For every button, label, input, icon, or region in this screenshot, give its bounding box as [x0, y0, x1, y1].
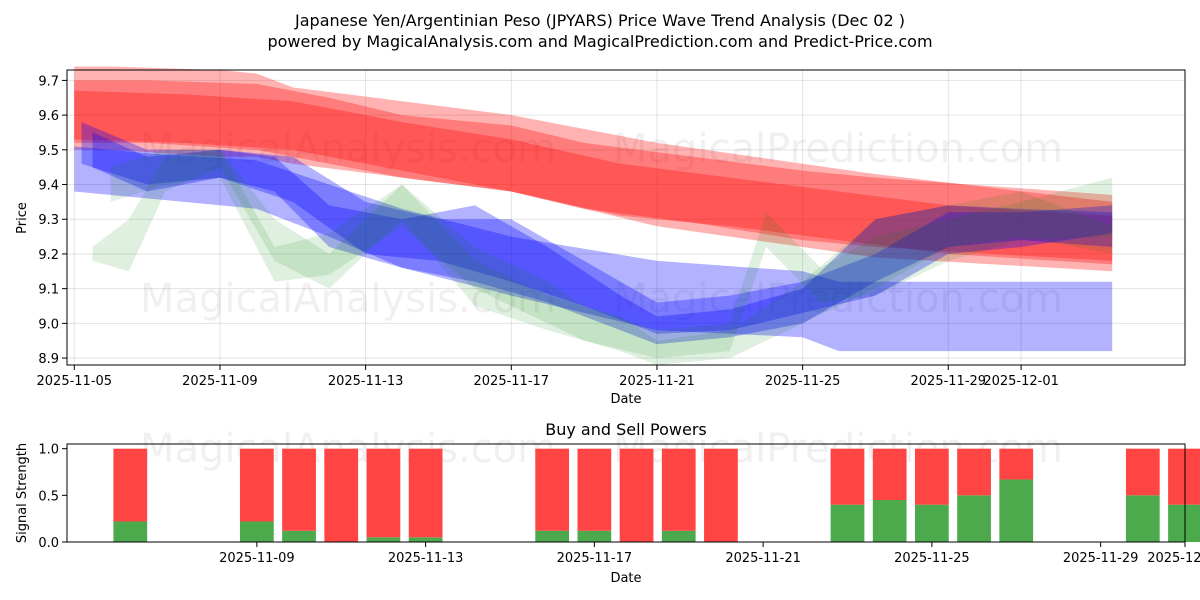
buy-bar: [1168, 504, 1200, 542]
sub-plot-frame: [66, 443, 1186, 543]
sub-x-tick-label: 2025-11-29: [1063, 551, 1139, 566]
main-y-tick-label: 9.7: [38, 74, 59, 89]
watermark-analysis-top: MagicalAnalysis.com: [140, 126, 556, 172]
main-y-tick-label: 9.0: [38, 317, 59, 332]
main-y-tick-label: 9.2: [38, 248, 59, 263]
main-y-axis-label: Price: [15, 202, 30, 234]
main-grid: [67, 70, 1185, 365]
main-x-tick-label: 2025-11-13: [328, 374, 404, 389]
sell-bar: [999, 448, 1034, 480]
red-band-1: [74, 66, 1113, 272]
sell-bar: [239, 448, 274, 522]
sub-x-tick-label: 2025-11-17: [557, 551, 633, 566]
buy-bar: [957, 495, 991, 542]
sell-bar: [914, 448, 949, 505]
sub-y-axis-label: Signal Strength: [15, 443, 30, 543]
sell-bar: [324, 448, 359, 542]
buy-bar: [830, 504, 865, 542]
green-band-2: [110, 149, 1113, 359]
watermark-prediction-top: MagicalPrediction.com: [613, 126, 1063, 172]
sub-x-tick-label: 2025-11-13: [388, 551, 464, 566]
buy-sell-bars: [113, 448, 1200, 542]
blue-band-3: [92, 132, 1113, 345]
sub-y-tick-label: 0.0: [38, 536, 59, 551]
wave-bands: [74, 66, 1113, 365]
buy-bar: [1125, 495, 1160, 542]
main-y-tick-label: 9.4: [38, 179, 59, 194]
sell-bar: [366, 448, 401, 538]
chart-title-line1: Japanese Yen/Argentinian Peso (JPYARS) P…: [294, 11, 905, 30]
sell-bar: [1125, 448, 1160, 496]
red-band-2: [74, 80, 1113, 261]
sub-y-tick-label: 0.5: [38, 489, 59, 504]
main-y-tick-label: 9.1: [38, 283, 59, 298]
sub-x-axis-label: Date: [610, 571, 641, 586]
main-x-tick-label: 2025-12-01: [983, 374, 1059, 389]
price-wave-chart: MagicalAnalysis.com MagicalPrediction.co…: [15, 66, 1186, 407]
blue-band-1: [74, 146, 1113, 352]
main-y-tick-label: 9.5: [38, 144, 59, 159]
buy-bar: [914, 504, 949, 542]
sell-bar: [830, 448, 865, 505]
sell-bar: [113, 448, 148, 522]
sub-x-tick-label: 2025-11-09: [219, 551, 295, 566]
main-y-tick-label: 8.9: [38, 352, 59, 367]
main-x-axis-label: Date: [610, 392, 641, 407]
buy-bar: [239, 521, 274, 542]
main-x-tick-label: 2025-11-17: [474, 374, 550, 389]
main-x-axis: 2025-11-05 2025-11-09 2025-11-13 2025-11-17…: [37, 365, 1059, 389]
sell-bar: [282, 448, 316, 531]
main-x-tick-label: 2025-11-25: [765, 374, 841, 389]
buy-bar: [282, 530, 316, 542]
buy-bar: [577, 530, 612, 542]
red-band-3: [74, 90, 1113, 265]
sell-bar: [957, 448, 991, 496]
buy-bar: [535, 530, 570, 542]
main-y-axis: 8.9 9.0 9.1 9.2 9.3 9.4 9.5 9.6 9.7: [38, 74, 67, 367]
buy-bar: [661, 530, 696, 542]
main-x-tick-label: 2025-11-05: [37, 374, 113, 389]
sub-x-axis: 2025-11-09 2025-11-13 2025-11-17 2025-11-21…: [219, 542, 1200, 566]
chart-title-line2: powered by MagicalAnalysis.com and Magic…: [267, 32, 932, 51]
buy-bar: [366, 537, 401, 542]
blue-band-2: [81, 122, 1113, 334]
buy-bar: [408, 537, 443, 542]
green-band-1: [92, 149, 1113, 365]
main-plot-background: [67, 70, 1185, 365]
sub-x-tick-label: 2025-11-21: [725, 551, 801, 566]
main-y-tick-label: 9.6: [38, 109, 59, 124]
main-y-tick-label: 9.3: [38, 213, 59, 228]
main-x-tick-label: 2025-11-21: [619, 374, 695, 389]
sell-bar: [577, 448, 612, 531]
sell-bar: [661, 448, 696, 531]
main-x-tick-label: 2025-11-09: [182, 374, 258, 389]
sell-bar: [704, 448, 738, 542]
buy-bar: [872, 500, 907, 542]
sub-chart-title: Buy and Sell Powers: [545, 420, 707, 439]
main-x-tick-label: 2025-11-29: [911, 374, 987, 389]
sub-x-tick-label: 2025-11-25: [894, 551, 970, 566]
sell-bar: [535, 448, 570, 531]
sell-bar: [872, 448, 907, 500]
watermark-analysis-bottom: MagicalAnalysis.com: [140, 276, 556, 322]
sell-bar: [619, 448, 654, 542]
watermark-prediction-bottom: MagicalPrediction.com: [613, 276, 1063, 322]
buy-bar: [999, 479, 1034, 542]
sell-bar: [1168, 448, 1200, 505]
buy-sell-power-chart: Buy and Sell Powers MagicalAnalysis.com …: [15, 420, 1200, 586]
buy-bar: [113, 521, 148, 542]
sub-y-tick-label: 1.0: [38, 443, 59, 458]
sell-bar: [408, 448, 443, 538]
sub-y-axis: 0.0 0.5 1.0: [38, 443, 67, 551]
sub-x-tick-label: 2025-12-01: [1147, 551, 1200, 566]
main-plot-frame: [66, 69, 1186, 366]
